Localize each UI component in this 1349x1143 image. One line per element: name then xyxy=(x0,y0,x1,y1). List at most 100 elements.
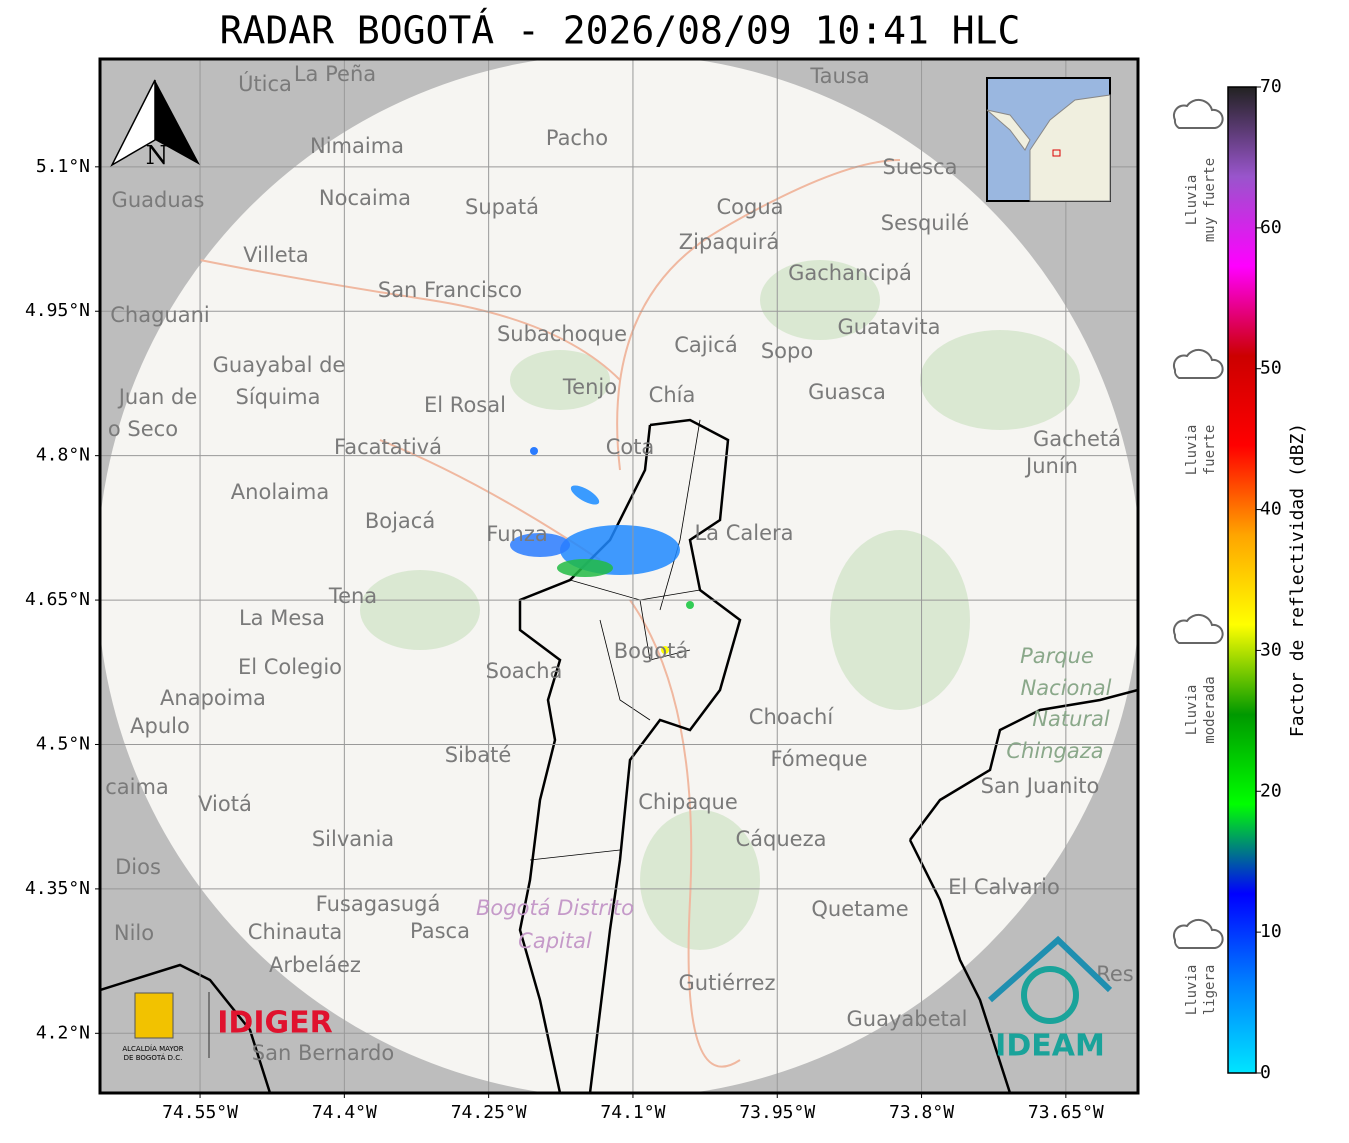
north-label: N xyxy=(146,141,169,171)
place-label: Junín xyxy=(1024,454,1078,478)
y-tick-label: 4.95°N xyxy=(25,300,90,321)
alcaldia-line: DE BOGOTÁ D.C. xyxy=(124,1053,183,1062)
place-label: La Peña xyxy=(294,62,376,86)
place-label: Guaduas xyxy=(112,188,205,212)
x-tick-label: 73.8°W xyxy=(889,1102,954,1123)
place-label: Nacional xyxy=(1021,676,1112,700)
place-label: Choachí xyxy=(749,705,835,729)
colorbar: Factor de reflectividad (dBZ) 0 10 20 30 40 5… xyxy=(1227,76,1308,1083)
place-label: Anapoima xyxy=(160,686,266,710)
place-label: Cogua xyxy=(716,195,783,219)
place-label: Cajicá xyxy=(674,333,738,357)
colorbar-tick-label: 10 xyxy=(1260,921,1282,942)
rain-level-label: Lluvia xyxy=(1184,685,1200,736)
place-label: Síquima xyxy=(236,385,321,409)
rain-icon xyxy=(1172,613,1224,644)
place-label: Gachancipá xyxy=(788,261,912,285)
place-label: Arbeláez xyxy=(269,953,361,977)
x-tick-label: 73.65°W xyxy=(1028,1102,1104,1123)
map-area: Útica La Peña Tausa Nimaima Pacho Guaduas Noca… xyxy=(100,59,1138,1093)
rain-level-label: Lluvia xyxy=(1184,425,1200,476)
place-label: Supatá xyxy=(465,195,539,219)
place-label: El Rosal xyxy=(424,393,506,417)
title: RADAR BOGOTÁ - 2026/08/09 10:41 HLC xyxy=(220,9,1021,53)
place-label: San Juanito xyxy=(981,774,1100,798)
place-label: Guasca xyxy=(808,380,886,404)
place-label: Pacho xyxy=(546,126,608,150)
colorbar-tick-label: 60 xyxy=(1260,217,1282,238)
place-label: Chingaza xyxy=(1006,739,1103,763)
place-label: Facatativá xyxy=(334,435,442,459)
place-label: o Seco xyxy=(108,417,178,441)
rain-level-label: Lluvia xyxy=(1184,175,1200,226)
place-label: Suesca xyxy=(883,155,958,179)
vegetation xyxy=(360,260,1080,950)
x-tick-label: 74.25°W xyxy=(451,1102,527,1123)
rain-icon xyxy=(1172,98,1224,129)
place-label: La Mesa xyxy=(239,606,325,630)
colorbar-tick-label: 40 xyxy=(1260,499,1282,520)
place-label: La Calera xyxy=(694,521,793,545)
place-label: Sopo xyxy=(761,339,813,363)
map-frame xyxy=(98,57,1140,1095)
place-label: San Bernardo xyxy=(252,1041,394,1065)
place-label: Capital xyxy=(518,929,592,953)
grid xyxy=(100,59,1138,1093)
place-label: Sibaté xyxy=(445,743,512,767)
inset-map xyxy=(986,77,1111,202)
x-tick-label: 74.4°W xyxy=(312,1102,377,1123)
place-label: Juan de xyxy=(117,385,198,409)
place-label: Pasca xyxy=(410,919,470,943)
place-label: Soacha xyxy=(486,659,563,683)
place-label: Quetame xyxy=(811,897,908,921)
place-label: San Francisco xyxy=(378,278,522,302)
place-label: Silvania xyxy=(312,827,394,851)
place-label: Cota xyxy=(606,435,655,459)
y-tick-label: 4.2°N xyxy=(36,1022,90,1043)
colorbar-ramp xyxy=(1227,86,1257,1074)
place-label: Gachetá xyxy=(1033,427,1121,451)
place-label: Tenjo xyxy=(562,375,617,399)
y-tick-label: 5.1°N xyxy=(36,156,90,177)
place-label: El Colegio xyxy=(238,655,342,679)
place-label: Chaguani xyxy=(110,303,210,327)
y-tick-label: 4.5°N xyxy=(36,733,90,754)
rain-icon xyxy=(1172,918,1224,949)
place-label: Bojacá xyxy=(365,509,435,533)
place-label: Natural xyxy=(1032,707,1110,731)
place-label: Bogotá Distrito xyxy=(476,896,634,920)
place-label: Nocaima xyxy=(319,186,411,210)
x-tick-label: 74.1°W xyxy=(600,1102,665,1123)
place-label: Guayabal de xyxy=(213,353,346,377)
x-tick-label: 74.55°W xyxy=(162,1102,238,1123)
axes: 74.55°W 74.4°W 74.25°W 74.1°W 73.95°W 73.8°W 7… xyxy=(25,156,1104,1123)
colorbar-tick-label: 0 xyxy=(1260,1062,1271,1083)
colorbar-tick-label: 30 xyxy=(1260,639,1282,660)
place-label: Chía xyxy=(649,383,696,407)
colorbar-tick-label: 20 xyxy=(1260,780,1282,801)
place-label: Nilo xyxy=(114,921,154,945)
y-tick-label: 4.8°N xyxy=(36,445,90,466)
place-label: Bogotá xyxy=(614,639,689,663)
place-label: Anolaima xyxy=(231,480,329,504)
places: Útica La Peña Tausa Nimaima Pacho Guaduas Noca… xyxy=(105,62,1134,1065)
place-label: caima xyxy=(105,775,169,799)
place-label: Subachoque xyxy=(497,322,627,346)
y-tick-label: 4.35°N xyxy=(25,878,90,899)
place-label: Sesquilé xyxy=(881,211,969,235)
place-label: Villeta xyxy=(243,243,308,267)
place-label: Tena xyxy=(328,584,377,608)
place-label: Nimaima xyxy=(310,134,404,158)
colorbar-label: Factor de reflectividad (dBZ) xyxy=(1287,423,1308,737)
rain-level-label: fuerte xyxy=(1202,425,1218,476)
colorbar-tick-label: 50 xyxy=(1260,358,1282,379)
colorbar-tick-label: 70 xyxy=(1260,76,1282,97)
rain-level-label: muy fuerte xyxy=(1202,158,1218,242)
rain-level-label: moderada xyxy=(1202,676,1218,743)
idiger-logo: IDIGER xyxy=(217,1006,332,1041)
place-label: Chipaque xyxy=(638,790,738,814)
logos: ALCALDÍA MAYOR DE BOGOTÁ D.C. IDIGER IDE… xyxy=(122,935,1113,1064)
place-label: Apulo xyxy=(130,714,190,738)
